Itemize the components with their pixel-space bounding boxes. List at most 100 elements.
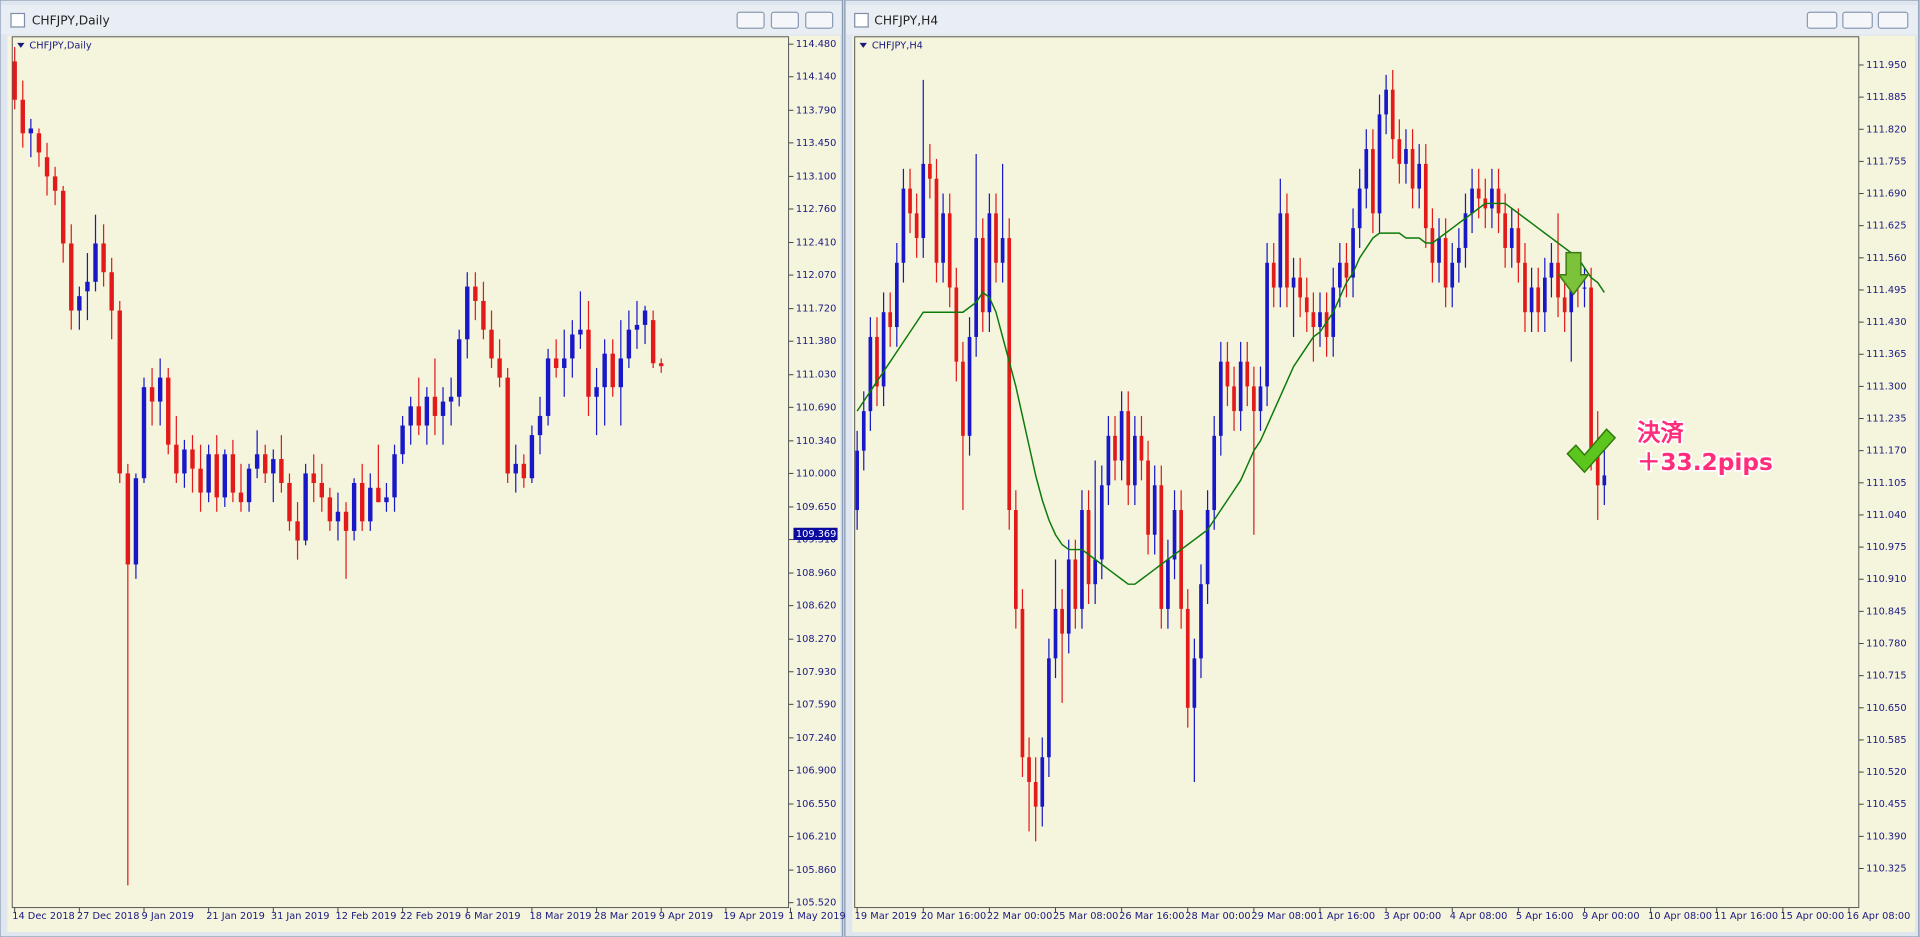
candle-body — [861, 411, 866, 451]
y-tick-label: 111.040 — [1866, 510, 1906, 521]
y-tick-label: 105.860 — [796, 865, 836, 876]
maximize-button[interactable] — [1842, 11, 1873, 29]
candle-body — [432, 396, 438, 416]
y-tick-label: 110.000 — [796, 468, 836, 479]
close-button[interactable] — [805, 11, 834, 29]
plot-border — [854, 36, 1860, 909]
y-tick-label: 110.390 — [1866, 831, 1906, 842]
candle-body — [987, 213, 992, 313]
moving-average — [856, 202, 1605, 585]
check-icon — [1566, 428, 1617, 474]
candle-body — [416, 406, 421, 426]
candle-body — [1357, 188, 1362, 229]
candle-body — [319, 483, 324, 498]
candle-body — [1562, 297, 1567, 313]
candle-body — [1066, 559, 1071, 634]
candle-body — [505, 377, 510, 474]
candle-body — [85, 281, 90, 292]
candle-body — [351, 483, 357, 531]
candle-body — [586, 329, 591, 397]
x-tick-label: 6 Mar 2019 — [465, 911, 521, 922]
candle-body — [101, 243, 106, 273]
annotation-text: ＋33.2pips — [1637, 449, 1773, 476]
candle-body — [20, 99, 25, 134]
annotation-text: 決済 — [1637, 420, 1684, 447]
candle-body — [1364, 149, 1369, 189]
candle-body — [448, 396, 454, 402]
candle-body — [1377, 114, 1382, 214]
x-tick-label: 22 Mar 00:00 — [987, 911, 1052, 922]
window-title: CHFJPY,Daily — [32, 13, 110, 27]
candle-body — [1093, 559, 1098, 585]
candle-body — [1542, 277, 1547, 313]
candle-body — [1020, 608, 1025, 758]
x-tick-label: 12 Feb 2019 — [336, 911, 397, 922]
candle-body — [1106, 435, 1111, 486]
candle-body — [489, 329, 494, 359]
candle-body — [473, 286, 478, 301]
candle-body — [246, 468, 252, 503]
candle-body — [384, 497, 389, 503]
y-tick-label: 111.170 — [1866, 446, 1906, 457]
candle-body — [1324, 312, 1329, 337]
candle-body — [941, 213, 945, 263]
candle-body — [1476, 188, 1481, 199]
candle-body — [1007, 238, 1012, 511]
candle-body — [1470, 188, 1474, 214]
y-tick-label: 106.900 — [796, 765, 836, 776]
candle-body — [36, 133, 42, 153]
candle-body — [1271, 262, 1276, 288]
y-tick-label: 112.070 — [796, 270, 836, 281]
x-tick-label: 29 Mar 08:00 — [1251, 911, 1316, 922]
candle-body — [626, 329, 632, 359]
candle-body — [1463, 213, 1468, 248]
chart-background — [852, 35, 1916, 933]
candle-body — [1033, 781, 1038, 807]
y-tick-label: 107.590 — [796, 699, 836, 710]
minimize-button[interactable] — [1806, 11, 1838, 29]
candle-body — [1318, 312, 1322, 328]
candle-body — [497, 358, 502, 378]
symbol-triangle — [17, 42, 25, 48]
x-tick-label: 9 Jan 2019 — [142, 911, 194, 922]
y-tick-label: 110.340 — [796, 436, 836, 447]
candle-body — [908, 188, 912, 214]
maximize-button[interactable] — [770, 11, 799, 29]
y-tick-label: 111.380 — [796, 336, 836, 347]
candle-body — [230, 454, 236, 493]
title-bar — [846, 4, 1918, 35]
candle-body — [392, 454, 397, 498]
candle-body — [408, 406, 413, 426]
y-tick-label: 110.585 — [1866, 735, 1906, 746]
candle-body — [1040, 757, 1045, 807]
y-tick-label: 106.550 — [796, 799, 836, 810]
y-tick-label: 110.650 — [1866, 703, 1906, 714]
window-left: CHFJPY,Daily CHFJPY,Daily — [0, 0, 844, 937]
candle-body — [1086, 510, 1091, 585]
candle-body — [954, 287, 959, 362]
y-tick-label: 111.300 — [1866, 381, 1906, 392]
candle-body — [921, 163, 926, 239]
y-tick-label: 110.455 — [1866, 799, 1906, 810]
candle-body — [642, 310, 648, 325]
y-tick-label: 108.270 — [796, 634, 836, 645]
candle-body — [1404, 149, 1408, 164]
candle-body — [149, 387, 155, 402]
candle-body — [1397, 139, 1402, 164]
candle-body — [1285, 213, 1289, 288]
x-tick-label: 26 Mar 16:00 — [1119, 911, 1184, 922]
candle-body — [961, 361, 965, 436]
candle-body — [1536, 287, 1541, 313]
candle-body — [545, 358, 551, 416]
candle-body — [343, 511, 349, 531]
candle-body — [1119, 411, 1124, 461]
candle-body — [360, 483, 365, 522]
close-button[interactable] — [1877, 11, 1909, 29]
y-tick-label: 110.520 — [1866, 767, 1906, 778]
sell-arrow-icon — [1557, 251, 1590, 296]
candle-body — [1218, 361, 1223, 436]
x-tick-label: 5 Apr 16:00 — [1516, 911, 1574, 922]
candle-body — [618, 358, 624, 388]
minimize-button[interactable] — [736, 11, 765, 29]
candle-body — [335, 511, 341, 522]
